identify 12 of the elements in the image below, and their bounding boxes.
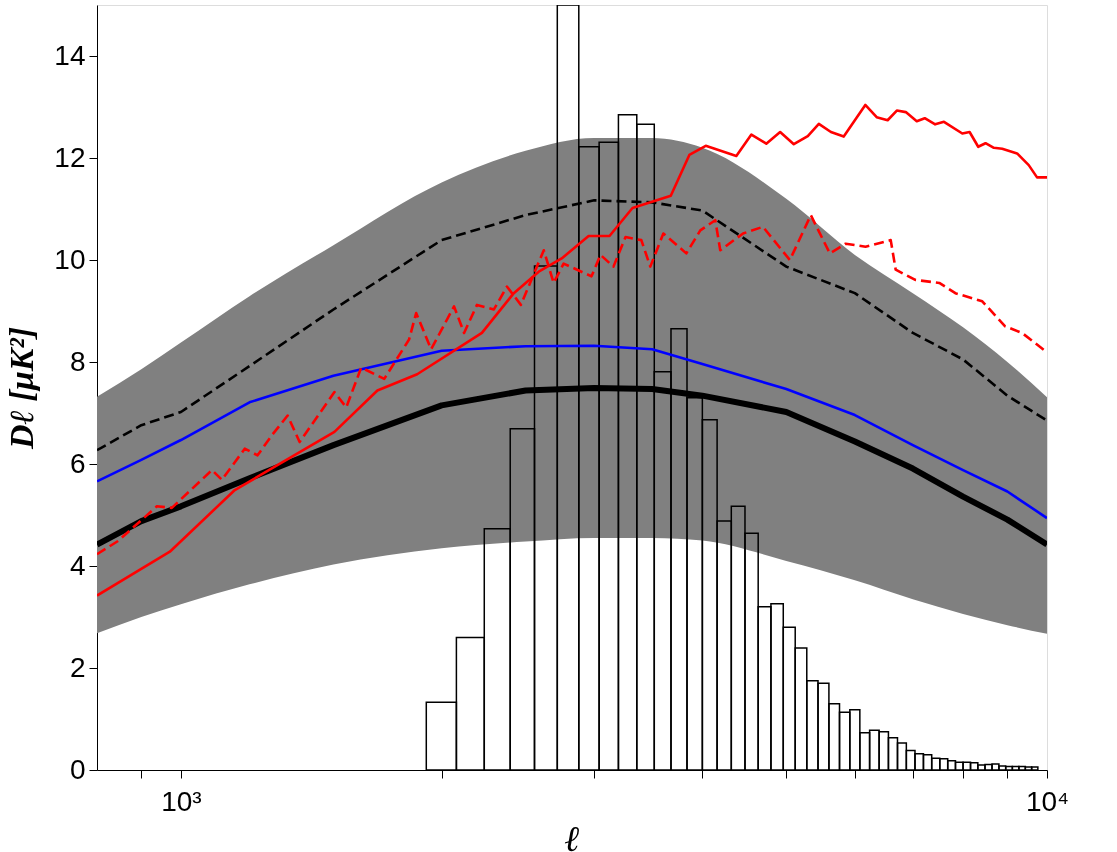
y-tick-label: 8 — [69, 345, 86, 377]
y-tick-label: 0 — [69, 753, 86, 785]
y-tick-label: 12 — [54, 141, 86, 173]
x-tick-label: 10⁴ — [1025, 785, 1070, 817]
x-tick-label: 10³ — [161, 785, 202, 817]
y-tick-label: 14 — [54, 39, 86, 71]
y-tick-label: 6 — [69, 447, 86, 479]
y-tick-label: 2 — [69, 651, 86, 683]
y-tick-label: 4 — [69, 549, 86, 581]
y-axis-title: Dℓ [μK²] — [3, 326, 41, 451]
y-tick-label: 10 — [54, 243, 86, 275]
x-axis-title: ℓ — [564, 818, 581, 852]
